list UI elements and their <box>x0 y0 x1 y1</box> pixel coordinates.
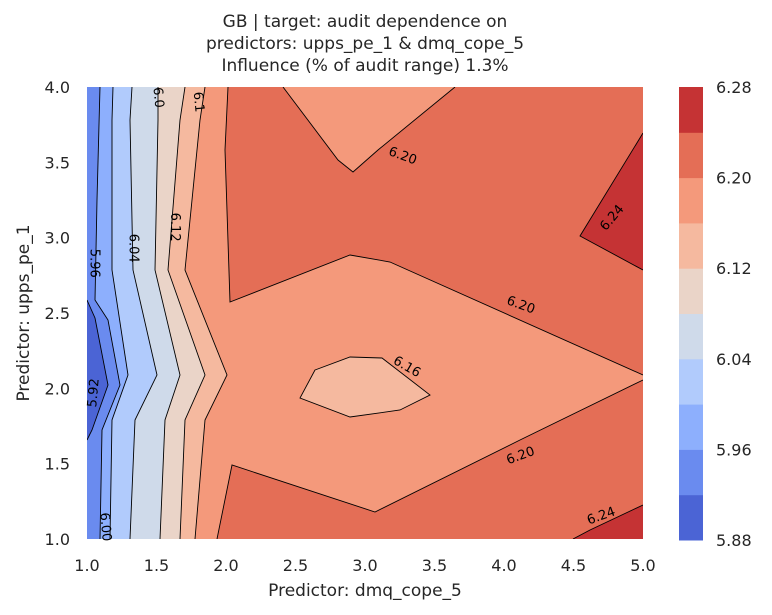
contour-line-6.00 <box>109 87 129 539</box>
contour-line-6.20-bottom <box>216 379 643 539</box>
contour-line-6.16 <box>184 87 228 539</box>
band-5.88-5.92 <box>87 300 108 440</box>
y-tick-label: 1.0 <box>45 530 70 549</box>
y-tick-label: 3.0 <box>45 229 70 248</box>
contour-label: 6.1 <box>190 91 207 113</box>
contour-label: 5.96 <box>86 249 101 278</box>
contour-fills <box>87 87 643 539</box>
band-6.24-6.28-top-right <box>580 133 643 270</box>
contour-label: 5.92 <box>85 378 102 408</box>
contour-line-6.24-top <box>579 132 643 271</box>
band-5.92-5.96 <box>87 87 120 539</box>
x-tick-label: 3.5 <box>422 556 447 575</box>
colorbar-band <box>679 449 703 496</box>
contour-label: 6.04 <box>125 234 140 263</box>
title-line-1: GB | target: audit dependence on <box>223 12 508 32</box>
colorbar-tick-label: 5.96 <box>716 440 752 459</box>
x-tick-label: 3.0 <box>352 556 377 575</box>
colorbar-tick-label: 6.04 <box>716 350 752 369</box>
band-6.12-6.16-center <box>300 357 430 417</box>
contour-line-6.20-top <box>282 87 456 173</box>
colorbar-tick-label: 6.12 <box>716 259 752 278</box>
colorbar-band <box>679 358 703 405</box>
colorbar-tick-label: 6.28 <box>716 78 752 97</box>
y-tick-label: 3.5 <box>45 153 70 172</box>
contour-line-5.96 <box>94 87 121 539</box>
contour-label: 6.00 <box>96 512 113 542</box>
x-tick-label: 1.5 <box>144 556 169 575</box>
band-6.16-6.20-middle <box>87 87 643 539</box>
colorbar-band <box>679 132 703 179</box>
contour-line-6.16-loop <box>299 356 431 418</box>
colorbar-ticks: 6.28 6.20 6.12 6.04 5.96 5.88 <box>716 78 752 550</box>
contour-line-6.24-bottom <box>572 504 643 539</box>
contour-line-6.20-left <box>224 87 643 376</box>
colorbar-band <box>679 404 703 450</box>
contour-line-6.12 <box>167 87 206 539</box>
contour-line-6.04 <box>129 87 158 539</box>
x-tick-label: 1.0 <box>74 556 99 575</box>
colorbar-band <box>679 177 703 224</box>
x-tick-label: 4.5 <box>561 556 586 575</box>
chart-title: GB | target: audit dependence on predict… <box>206 12 524 76</box>
y-tick-label: 1.5 <box>45 455 70 474</box>
contour-line-6.08 <box>154 87 181 539</box>
band-6.16-6.20-top <box>283 87 455 172</box>
title-line-3: Influence (% of audit range) 1.3% <box>221 56 508 76</box>
colorbar-band <box>679 222 703 269</box>
title-line-2: predictors: upps_pe_1 & dmq_cope_5 <box>206 34 524 54</box>
y-axis-label: Predictor: upps_pe_1 <box>14 224 34 401</box>
x-tick-label: 2.0 <box>213 556 238 575</box>
y-tick-label: 4.0 <box>45 78 70 97</box>
colorbar <box>679 87 703 541</box>
contour-label: 6.0 <box>150 87 167 109</box>
x-axis-ticks: 1.0 1.5 2.0 2.5 3.0 3.5 4.0 4.5 5.0 <box>74 556 655 575</box>
y-tick-label: 2.0 <box>45 379 70 398</box>
contour-label: 6.12 <box>167 213 182 242</box>
x-tick-label: 2.5 <box>283 556 308 575</box>
colorbar-band <box>679 494 703 541</box>
colorbar-band <box>679 268 703 314</box>
y-axis-ticks: 1.0 1.5 2.0 2.5 3.0 3.5 4.0 <box>45 78 70 549</box>
x-tick-label: 4.0 <box>491 556 516 575</box>
x-tick-label: 5.0 <box>630 556 655 575</box>
contour-lines <box>87 87 643 539</box>
y-tick-label: 2.5 <box>45 304 70 323</box>
x-axis-label: Predictor: dmq_cope_5 <box>268 581 462 601</box>
colorbar-tick-label: 5.88 <box>716 531 752 550</box>
colorbar-band <box>679 313 703 360</box>
colorbar-tick-label: 6.20 <box>716 169 752 188</box>
contour-line-5.92 <box>87 299 109 441</box>
colorbar-band <box>679 87 703 133</box>
